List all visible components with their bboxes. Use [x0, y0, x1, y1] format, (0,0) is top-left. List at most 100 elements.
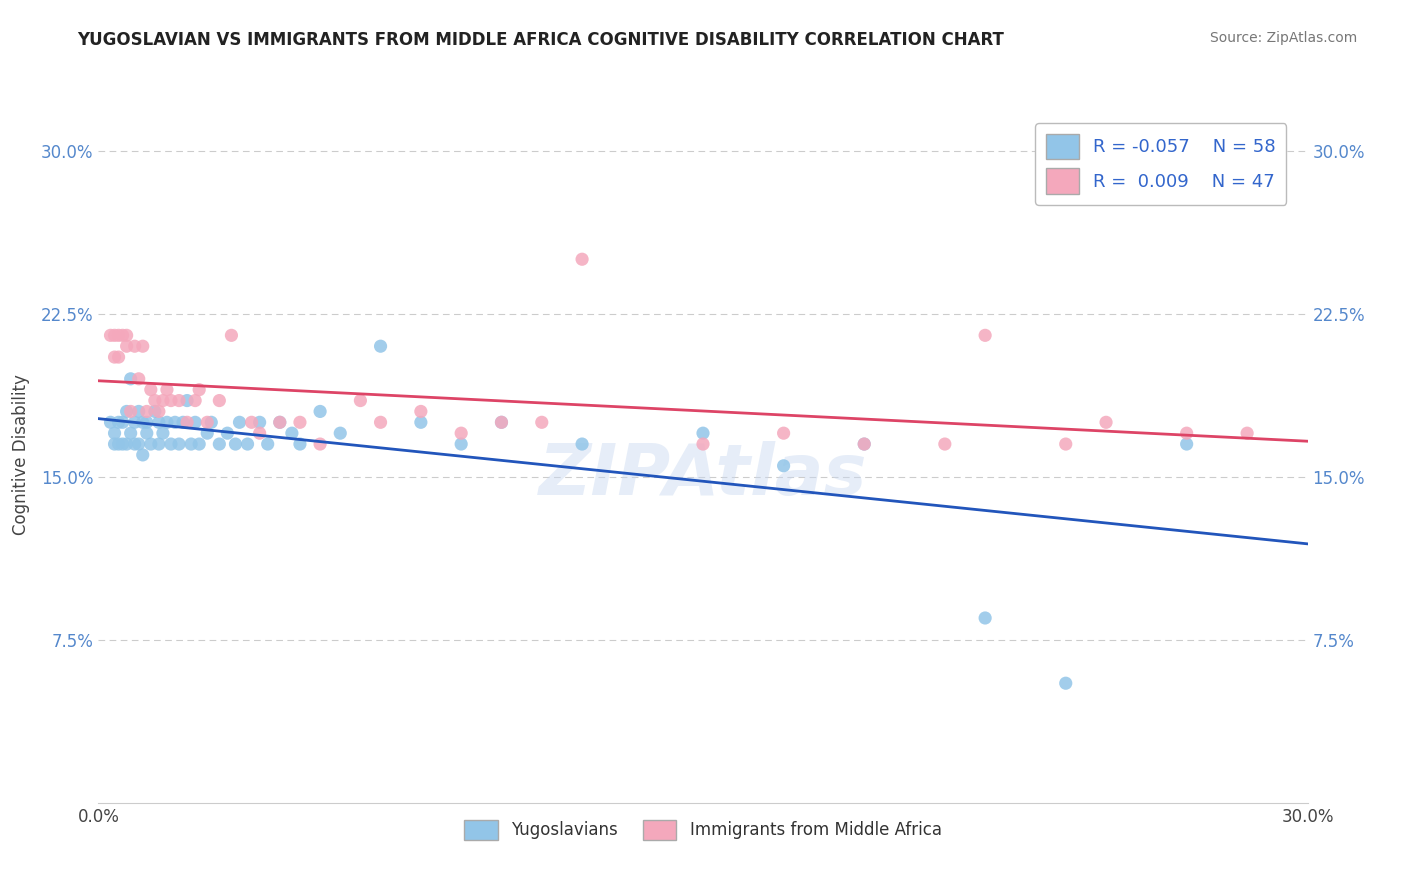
Point: [974, 328, 997, 343]
Point: [1175, 437, 1198, 451]
Point: [370, 415, 392, 429]
Point: [115, 437, 138, 451]
Point: [349, 393, 371, 408]
Point: [184, 393, 207, 408]
Point: [148, 404, 170, 418]
Point: [370, 339, 392, 353]
Point: [160, 437, 183, 451]
Point: [100, 328, 122, 343]
Point: [236, 437, 259, 451]
Point: [107, 415, 129, 429]
Point: [176, 393, 198, 408]
Point: [288, 437, 311, 451]
Point: [249, 426, 271, 441]
Point: [309, 437, 332, 451]
Point: [208, 393, 231, 408]
Point: [208, 437, 231, 451]
Legend: Yugoslavians, Immigrants from Middle Africa: Yugoslavians, Immigrants from Middle Afr…: [458, 813, 948, 847]
Point: [167, 437, 190, 451]
Point: [115, 339, 138, 353]
Point: [256, 437, 278, 451]
Text: Source: ZipAtlas.com: Source: ZipAtlas.com: [1209, 31, 1357, 45]
Point: [143, 393, 166, 408]
Text: YUGOSLAVIAN VS IMMIGRANTS FROM MIDDLE AFRICA COGNITIVE DISABILITY CORRELATION CH: YUGOSLAVIAN VS IMMIGRANTS FROM MIDDLE AF…: [77, 31, 1004, 49]
Point: [491, 415, 513, 429]
Point: [115, 404, 138, 418]
Point: [156, 415, 179, 429]
Point: [409, 404, 432, 418]
Point: [132, 415, 155, 429]
Point: [221, 328, 243, 343]
Point: [188, 437, 211, 451]
Point: [692, 437, 714, 451]
Point: [1175, 426, 1198, 441]
Point: [124, 415, 146, 429]
Point: [111, 328, 134, 343]
Point: [1054, 676, 1077, 690]
Point: [1095, 415, 1118, 429]
Point: [135, 404, 157, 418]
Point: [176, 415, 198, 429]
Point: [309, 404, 332, 418]
Point: [180, 437, 202, 451]
Point: [124, 339, 146, 353]
Point: [530, 415, 553, 429]
Point: [281, 426, 304, 441]
Point: [1054, 437, 1077, 451]
Point: [139, 383, 162, 397]
Point: [571, 437, 593, 451]
Point: [571, 252, 593, 267]
Point: [853, 437, 876, 451]
Point: [167, 393, 190, 408]
Point: [269, 415, 291, 429]
Point: [269, 415, 291, 429]
Point: [148, 415, 170, 429]
Point: [853, 437, 876, 451]
Point: [120, 372, 142, 386]
Point: [188, 383, 211, 397]
Point: [128, 404, 150, 418]
Point: [217, 426, 239, 441]
Point: [172, 415, 194, 429]
Point: [103, 350, 125, 364]
Point: [103, 437, 125, 451]
Point: [132, 339, 155, 353]
Point: [103, 328, 125, 343]
Point: [120, 404, 142, 418]
Point: [100, 415, 122, 429]
Point: [128, 372, 150, 386]
Point: [450, 426, 472, 441]
Point: [195, 426, 218, 441]
Point: [224, 437, 246, 451]
Point: [132, 448, 155, 462]
Point: [143, 404, 166, 418]
Point: [450, 437, 472, 451]
Point: [148, 437, 170, 451]
Point: [128, 437, 150, 451]
Point: [934, 437, 956, 451]
Point: [1236, 426, 1258, 441]
Point: [772, 426, 794, 441]
Point: [240, 415, 263, 429]
Point: [107, 328, 129, 343]
Point: [329, 426, 352, 441]
Point: [288, 415, 311, 429]
Point: [163, 415, 186, 429]
Point: [103, 426, 125, 441]
Point: [107, 350, 129, 364]
Point: [111, 415, 134, 429]
Point: [135, 426, 157, 441]
Point: [692, 426, 714, 441]
Point: [152, 393, 174, 408]
Point: [115, 328, 138, 343]
Point: [491, 415, 513, 429]
Point: [156, 383, 179, 397]
Point: [135, 415, 157, 429]
Point: [228, 415, 250, 429]
Point: [195, 415, 218, 429]
Point: [107, 437, 129, 451]
Point: [111, 437, 134, 451]
Point: [772, 458, 794, 473]
Point: [184, 415, 207, 429]
Point: [200, 415, 222, 429]
